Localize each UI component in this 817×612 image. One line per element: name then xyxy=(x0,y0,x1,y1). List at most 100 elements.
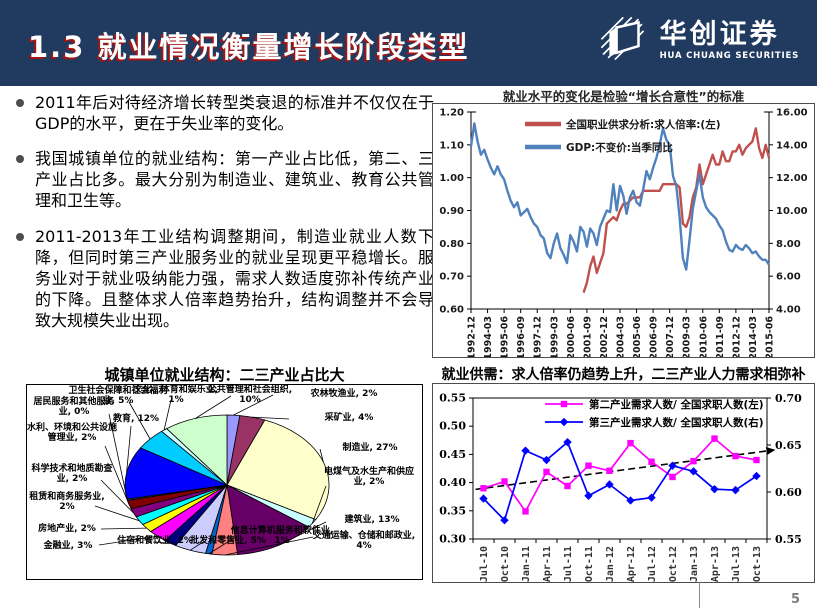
svg-text:全国职业供求分析:求人倍率:(左): 全国职业供求分析:求人倍率:(左) xyxy=(565,118,721,131)
gdp-jobs-chart-svg: 1.20 1.10 1.00 0.90 0.80 0.70 0.60 16.00 14.00 12… xyxy=(439,108,808,358)
svg-text:Jul-13: Jul-13 xyxy=(731,546,742,582)
pie-label: 居民服务和其他服务业, 0% xyxy=(33,397,115,418)
svg-text:Apr-11: Apr-11 xyxy=(542,546,553,582)
svg-text:2011-09: 2011-09 xyxy=(715,316,726,357)
svg-text:1.00: 1.00 xyxy=(439,173,464,184)
svg-text:0.70: 0.70 xyxy=(439,272,464,283)
pie-label: 卫生社会保障和社会福利业, 5% xyxy=(68,386,168,407)
bullet-list: 2011年后对待经济增长转型类衰退的标准并不仅仅在于GDP的水平，更在于失业率的… xyxy=(16,92,434,345)
svg-text:4.00: 4.00 xyxy=(776,305,801,316)
svg-text:Jan-12: Jan-12 xyxy=(605,546,616,582)
svg-text:6.00: 6.00 xyxy=(776,272,801,283)
svg-text:0.45: 0.45 xyxy=(439,448,466,461)
svg-text:2015-06: 2015-06 xyxy=(765,316,776,357)
svg-text:1994-03: 1994-03 xyxy=(483,316,494,357)
svg-text:0.55: 0.55 xyxy=(775,533,802,546)
pie-label: 水利、环境和公共设施管理业, 2% xyxy=(27,423,118,444)
gdp-jobs-chart-title: 就业水平的变化是检验“增长合意性”的标准 xyxy=(502,89,745,104)
svg-text:1995-06: 1995-06 xyxy=(500,316,511,357)
svg-text:1.10: 1.10 xyxy=(439,140,464,151)
pie-label: 公共管理和社会组织, 10% xyxy=(207,385,293,406)
bullet-icon xyxy=(16,232,24,241)
bullet-text: 2011年后对待经济增长转型类衰退的标准并不仅仅在于GDP的水平，更在于失业率的… xyxy=(35,93,434,134)
svg-text:0.35: 0.35 xyxy=(439,504,466,517)
pie-label: 电煤气及水生产和供应业, 2% xyxy=(323,467,414,488)
svg-text:10.00: 10.00 xyxy=(776,206,808,217)
svg-text:Oct-10: Oct-10 xyxy=(500,546,511,582)
pie-label: 交通运输、仓储和邮政业, 4% xyxy=(312,531,416,552)
huachuang-logo: 华创证券 HUA CHUANG SECURITIES xyxy=(598,14,799,68)
bullet-icon xyxy=(16,155,24,164)
svg-text:0.55: 0.55 xyxy=(439,392,466,405)
logo-cube-icon xyxy=(600,16,644,61)
supply-demand-chart: 0.55 0.50 0.45 0.40 0.35 0.30 0.70 0.65 0.60 0.55… xyxy=(432,383,815,583)
svg-text:Jul-12: Jul-12 xyxy=(647,546,658,582)
svg-text:Jan-13: Jan-13 xyxy=(689,546,700,582)
employment-pie-title: 城镇单位就业结构：二三产业占比大 xyxy=(104,366,345,384)
svg-text:12.00: 12.00 xyxy=(776,173,808,184)
svg-text:2002-12: 2002-12 xyxy=(599,316,610,357)
svg-text:Oct-12: Oct-12 xyxy=(668,546,679,582)
svg-text:GDP:不变价:当季同比: GDP:不变价:当季同比 xyxy=(566,141,673,154)
pie-label: 租赁和商务服务业, 2% xyxy=(29,492,105,513)
svg-text:2012-12: 2012-12 xyxy=(731,316,742,357)
svg-text:0.70: 0.70 xyxy=(775,392,802,405)
bullet-item: 2011-2013年工业结构调整期间，制造业就业人数下降，但同时第三产业服务业的… xyxy=(16,226,434,332)
svg-text:8.00: 8.00 xyxy=(776,239,801,250)
svg-text:第三产业需求人数/ 全国求职人数(右): 第三产业需求人数/ 全国求职人数(右) xyxy=(589,416,764,429)
svg-text:0.30: 0.30 xyxy=(439,533,466,546)
svg-text:14.00: 14.00 xyxy=(776,140,808,151)
employment-pie-chart: 农林牧渔业, 2% 采矿业, 4% 制造业, 27% 电煤气及水生产和供应业, 2% 建… xyxy=(26,384,423,580)
svg-text:2009-03: 2009-03 xyxy=(682,316,693,357)
bullet-text: 我国城镇单位的就业结构：第一产业占比低，第二、三产业占比多。最大分别为制造业、建… xyxy=(35,149,434,211)
svg-text:1997-12: 1997-12 xyxy=(533,316,544,357)
pie-label: 文化、体育和娱乐业, 1% xyxy=(133,385,219,406)
svg-text:2004-03: 2004-03 xyxy=(616,316,627,357)
svg-text:1996-09: 1996-09 xyxy=(516,316,527,357)
svg-text:Apr-12: Apr-12 xyxy=(626,546,637,582)
pie-label: 建筑业, 13% xyxy=(344,515,400,525)
svg-text:0.90: 0.90 xyxy=(439,206,464,217)
supply-demand-chart-svg: 0.55 0.50 0.45 0.40 0.35 0.30 0.70 0.65 0.60 0.55… xyxy=(439,392,802,583)
svg-text:1.20: 1.20 xyxy=(439,108,464,119)
svg-text:16.00: 16.00 xyxy=(776,108,808,119)
svg-text:2014-03: 2014-03 xyxy=(748,316,759,357)
svg-text:第二产业需求人数/ 全国求职人数(左): 第二产业需求人数/ 全国求职人数(左) xyxy=(589,398,764,411)
logo-en-text: HUA CHUANG SECURITIES xyxy=(659,51,799,62)
svg-text:1999-03: 1999-03 xyxy=(549,316,560,357)
svg-text:Apr-13: Apr-13 xyxy=(710,546,721,582)
logo-text: 华创证券 HUA CHUANG SECURITIES xyxy=(659,18,799,62)
bullet-icon xyxy=(16,99,24,107)
svg-text:0.60: 0.60 xyxy=(439,305,464,316)
page-title: 1.3 就业情况衡量增长阶段类型 xyxy=(28,30,470,64)
svg-text:0.65: 0.65 xyxy=(775,439,802,452)
footer-divider xyxy=(699,582,700,608)
svg-text:0.60: 0.60 xyxy=(775,486,802,499)
bullet-item: 2011年后对待经济增长转型类衰退的标准并不仅仅在于GDP的水平，更在于失业率的… xyxy=(16,92,434,134)
gdp-jobs-chart: 1.20 1.10 1.00 0.90 0.80 0.70 0.60 16.00 14.00 12… xyxy=(432,103,815,358)
svg-text:2010-06: 2010-06 xyxy=(698,316,709,357)
pie-label: 教育, 12% xyxy=(112,414,160,424)
pie-label: 信息计算机服务和软件业, 1% xyxy=(230,526,334,547)
pie-label: 采矿业, 4% xyxy=(324,413,374,423)
svg-text:2007-12: 2007-12 xyxy=(665,316,676,357)
svg-text:2005-06: 2005-06 xyxy=(632,316,643,357)
page-number: 5 xyxy=(790,592,800,607)
pie-label: 金融业, 3% xyxy=(43,541,93,551)
bullet-text: 2011-2013年工业结构调整期间，制造业就业人数下降，但同时第三产业服务业的… xyxy=(35,226,434,330)
header: 1.3 就业情况衡量增长阶段类型 华创证券 HUA CHUANG SECURIT… xyxy=(0,0,817,86)
svg-text:2000-06: 2000-06 xyxy=(566,316,577,357)
logo-cn-text: 华创证券 xyxy=(659,18,780,50)
svg-text:0.40: 0.40 xyxy=(439,476,466,489)
svg-text:Oct-13: Oct-13 xyxy=(752,546,763,582)
pie-label: 科学技术和地质勘查业, 2% xyxy=(31,464,113,485)
svg-text:0.80: 0.80 xyxy=(439,239,464,250)
svg-text:2006-09: 2006-09 xyxy=(649,316,660,357)
svg-text:Jul-10: Jul-10 xyxy=(479,546,490,582)
pie-label: 住宿和餐饮业, 2% xyxy=(117,536,193,546)
pie-label: 房地产业, 2% xyxy=(38,524,96,534)
supply-demand-chart-title: 就业供需：求人倍率仍趋势上升，二三产业人力需求相弥补 xyxy=(441,367,806,383)
pie-label: 制造业, 27% xyxy=(342,443,398,453)
svg-text:1992-12: 1992-12 xyxy=(467,316,478,357)
